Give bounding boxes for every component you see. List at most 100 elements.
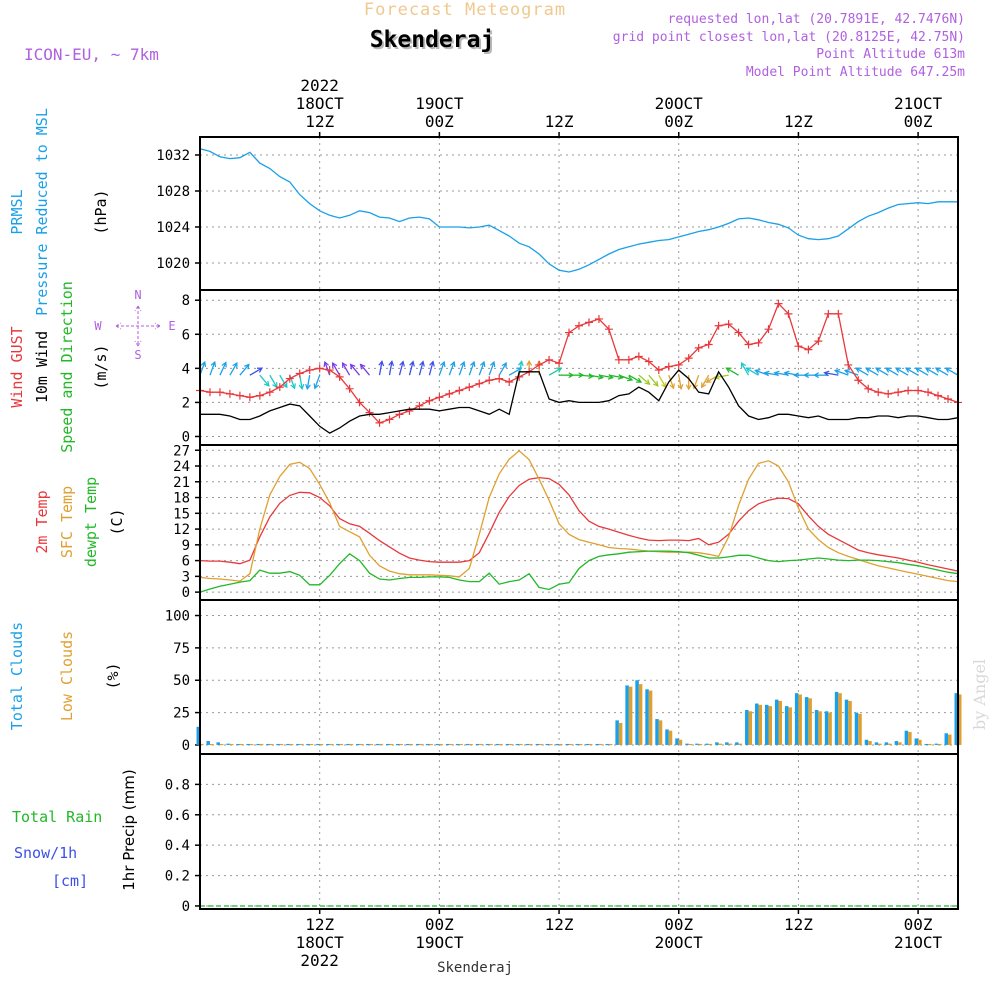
wind-arrow-head bbox=[833, 369, 841, 375]
gust-marker bbox=[894, 388, 903, 397]
cloud-bar bbox=[908, 732, 912, 745]
top-time-label: 19OCT bbox=[415, 94, 464, 113]
cloud-bar bbox=[884, 742, 889, 745]
wind-direction-arrow bbox=[360, 364, 371, 376]
gust-marker bbox=[814, 337, 823, 346]
gust-marker bbox=[764, 325, 773, 334]
cloud-bar bbox=[339, 743, 344, 746]
wind-arrow-head bbox=[813, 372, 820, 379]
cloud-bar bbox=[515, 743, 520, 746]
wind-direction-arrow bbox=[588, 374, 603, 379]
wind-axis-label: Wind GUST bbox=[8, 326, 26, 407]
cloud-bar bbox=[299, 743, 304, 746]
wind-direction-arrow bbox=[945, 367, 959, 376]
wind-arrow-head bbox=[459, 360, 466, 368]
y-tick-label: 18 bbox=[173, 491, 190, 507]
top-time-label: 12Z bbox=[545, 112, 574, 131]
wind-direction-arrow bbox=[249, 367, 263, 376]
cloud-bar bbox=[425, 743, 430, 746]
cloud-bar bbox=[648, 690, 653, 745]
wind-direction-arrow bbox=[438, 361, 445, 376]
top-time-label: 2022 bbox=[300, 76, 339, 95]
cloud-bar bbox=[405, 743, 410, 746]
y-tick-label: 50 bbox=[173, 673, 190, 689]
top-time-label: 12Z bbox=[305, 112, 334, 131]
model-altitude: Model Point Altitude 647.25m bbox=[746, 65, 965, 80]
cloud-bar bbox=[728, 743, 733, 745]
gust-marker bbox=[794, 342, 803, 351]
wind-arrow-head bbox=[635, 377, 643, 383]
cloud-bar bbox=[209, 743, 214, 746]
cloud-bar bbox=[924, 743, 929, 746]
wind-arrow-head bbox=[349, 363, 356, 370]
gust-marker bbox=[535, 360, 544, 369]
gust-marker bbox=[934, 391, 943, 400]
gust-marker bbox=[375, 418, 384, 427]
y-tick-label: 0 bbox=[182, 585, 190, 601]
gust-marker bbox=[834, 309, 843, 318]
cloud-bar bbox=[768, 706, 772, 745]
compass-s-label: S bbox=[134, 348, 141, 362]
cloud-bar bbox=[465, 743, 470, 746]
bottom-time-label: 00Z bbox=[904, 915, 933, 934]
wind-direction-arrow bbox=[865, 367, 879, 376]
top-time-label: 00Z bbox=[664, 112, 693, 131]
gust-marker bbox=[674, 360, 683, 369]
wind-direction-arrow bbox=[608, 374, 623, 379]
gust-marker bbox=[205, 388, 214, 397]
cloud-bar bbox=[535, 743, 540, 746]
gust-marker bbox=[415, 401, 424, 410]
wind-arrow-head bbox=[740, 361, 747, 369]
wind-direction-arrow bbox=[324, 361, 331, 376]
gust-marker bbox=[614, 355, 623, 364]
compass-icon: N S W E bbox=[94, 288, 175, 362]
cloud-bar bbox=[655, 719, 659, 745]
y-tick-label: 3 bbox=[182, 569, 190, 585]
wind-axis-label: (m/s) bbox=[92, 344, 110, 389]
cloud-bar bbox=[286, 743, 290, 746]
cloud-bar bbox=[266, 743, 270, 746]
temp-axis-label: dewpt Temp bbox=[82, 477, 100, 567]
gust-marker bbox=[804, 345, 813, 354]
wind-arrow-head bbox=[865, 367, 872, 373]
wind-arrow-head bbox=[409, 360, 415, 367]
cloud-bar bbox=[605, 743, 609, 746]
bottom-station-label: Skenderaj bbox=[437, 960, 513, 976]
cloud-bar bbox=[715, 742, 719, 745]
gust-marker bbox=[854, 376, 863, 385]
wind-arrow-head bbox=[823, 370, 830, 377]
top-time-label: 12Z bbox=[784, 112, 813, 131]
wind-arrow-head bbox=[263, 380, 270, 387]
gust-marker bbox=[644, 357, 653, 366]
y-tick-label: 21 bbox=[173, 475, 190, 491]
cloud-bar bbox=[888, 743, 892, 745]
cloud-bar bbox=[874, 742, 879, 745]
compass-arrows bbox=[115, 305, 161, 347]
wind-arrow-head bbox=[256, 367, 264, 373]
cloud-bar bbox=[658, 720, 663, 745]
cloud-bar bbox=[409, 743, 413, 746]
gust-marker bbox=[824, 309, 833, 318]
cloud-bar bbox=[366, 743, 370, 746]
pressure-axis-label: PRMSL bbox=[8, 189, 26, 234]
wind-direction-arrow bbox=[764, 372, 779, 376]
wind-arrow-head bbox=[341, 361, 348, 369]
cloud-bar bbox=[774, 699, 779, 745]
top-time-label: 21OCT bbox=[894, 94, 943, 113]
cloud-bar bbox=[824, 711, 829, 745]
wind-arrow-head bbox=[783, 370, 790, 377]
wind-series-line bbox=[200, 369, 959, 434]
wind-direction-arrow bbox=[628, 374, 642, 383]
wind-arrow-head bbox=[378, 360, 385, 367]
gust-marker bbox=[944, 395, 953, 404]
wind-direction-arrow bbox=[209, 361, 216, 376]
cloud-bar bbox=[296, 743, 300, 746]
wind-direction-arrow bbox=[774, 372, 789, 376]
wind-direction-arrow bbox=[668, 374, 675, 389]
y-tick-label: 0.4 bbox=[165, 838, 190, 854]
cloud-bar bbox=[259, 743, 264, 746]
bottom-time-label: 12Z bbox=[305, 915, 334, 934]
wind-arrow-head bbox=[290, 383, 296, 390]
y-tick-label: 1020 bbox=[156, 256, 190, 272]
